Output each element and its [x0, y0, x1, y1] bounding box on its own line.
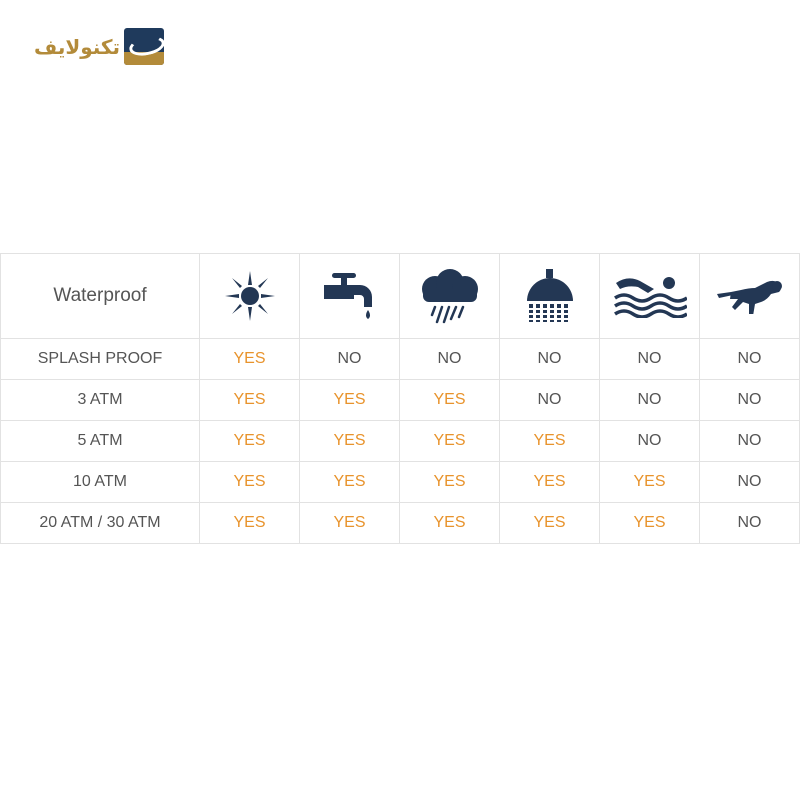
cell-sun: YES	[199, 338, 300, 380]
cell-shower: NO	[499, 338, 600, 380]
table-row: 10 ATM YES YES YES YES YES NO	[0, 461, 800, 503]
row-label: 3 ATM	[0, 379, 200, 421]
table-header-row: Waterproof	[0, 253, 800, 339]
cell-faucet: YES	[299, 379, 400, 421]
cell-faucet: YES	[299, 461, 400, 503]
cell-shower: YES	[499, 502, 600, 544]
cell-rain-cloud: YES	[399, 420, 500, 462]
cell-scuba-diver: NO	[699, 461, 800, 503]
cell-swimming: NO	[599, 379, 700, 421]
cell-shower: NO	[499, 379, 600, 421]
cell-shower: YES	[499, 420, 600, 462]
cell-faucet: YES	[299, 502, 400, 544]
scuba-diver-icon	[699, 253, 800, 339]
row-label: 10 ATM	[0, 461, 200, 503]
waterproof-label: Waterproof	[0, 253, 200, 339]
cell-swimming: NO	[599, 338, 700, 380]
faucet-icon	[299, 253, 400, 339]
cell-rain-cloud: YES	[399, 461, 500, 503]
cell-swimming: NO	[599, 420, 700, 462]
row-label: SPLASH PROOF	[0, 338, 200, 380]
cell-scuba-diver: NO	[699, 338, 800, 380]
cell-rain-cloud: YES	[399, 379, 500, 421]
cell-sun: YES	[199, 461, 300, 503]
cell-scuba-diver: NO	[699, 502, 800, 544]
table-row: 5 ATM YES YES YES YES NO NO	[0, 420, 800, 462]
shower-icon	[499, 253, 600, 339]
cell-faucet: NO	[299, 338, 400, 380]
waterproof-table: Waterproof SPLASH PROOF YES NO NO NO NO NO 3 AT…	[0, 253, 800, 544]
swimming-icon	[599, 253, 700, 339]
cell-swimming: YES	[599, 502, 700, 544]
sun-icon	[199, 253, 300, 339]
cell-scuba-diver: NO	[699, 379, 800, 421]
cell-rain-cloud: NO	[399, 338, 500, 380]
cell-swimming: YES	[599, 461, 700, 503]
cell-sun: YES	[199, 502, 300, 544]
rain-cloud-icon	[399, 253, 500, 339]
table-row: SPLASH PROOF YES NO NO NO NO NO	[0, 338, 800, 380]
logo: تکنولایف	[34, 28, 165, 65]
table-row: 3 ATM YES YES YES NO NO NO	[0, 379, 800, 421]
logo-text: تکنولایف	[34, 34, 121, 59]
cell-rain-cloud: YES	[399, 502, 500, 544]
cell-faucet: YES	[299, 420, 400, 462]
cell-sun: YES	[199, 379, 300, 421]
cell-sun: YES	[199, 420, 300, 462]
cell-shower: YES	[499, 461, 600, 503]
row-label: 20 ATM / 30 ATM	[0, 502, 200, 544]
logo-mark-icon	[124, 28, 165, 65]
row-label: 5 ATM	[0, 420, 200, 462]
table-row: 20 ATM / 30 ATM YES YES YES YES YES NO	[0, 502, 800, 544]
cell-scuba-diver: NO	[699, 420, 800, 462]
